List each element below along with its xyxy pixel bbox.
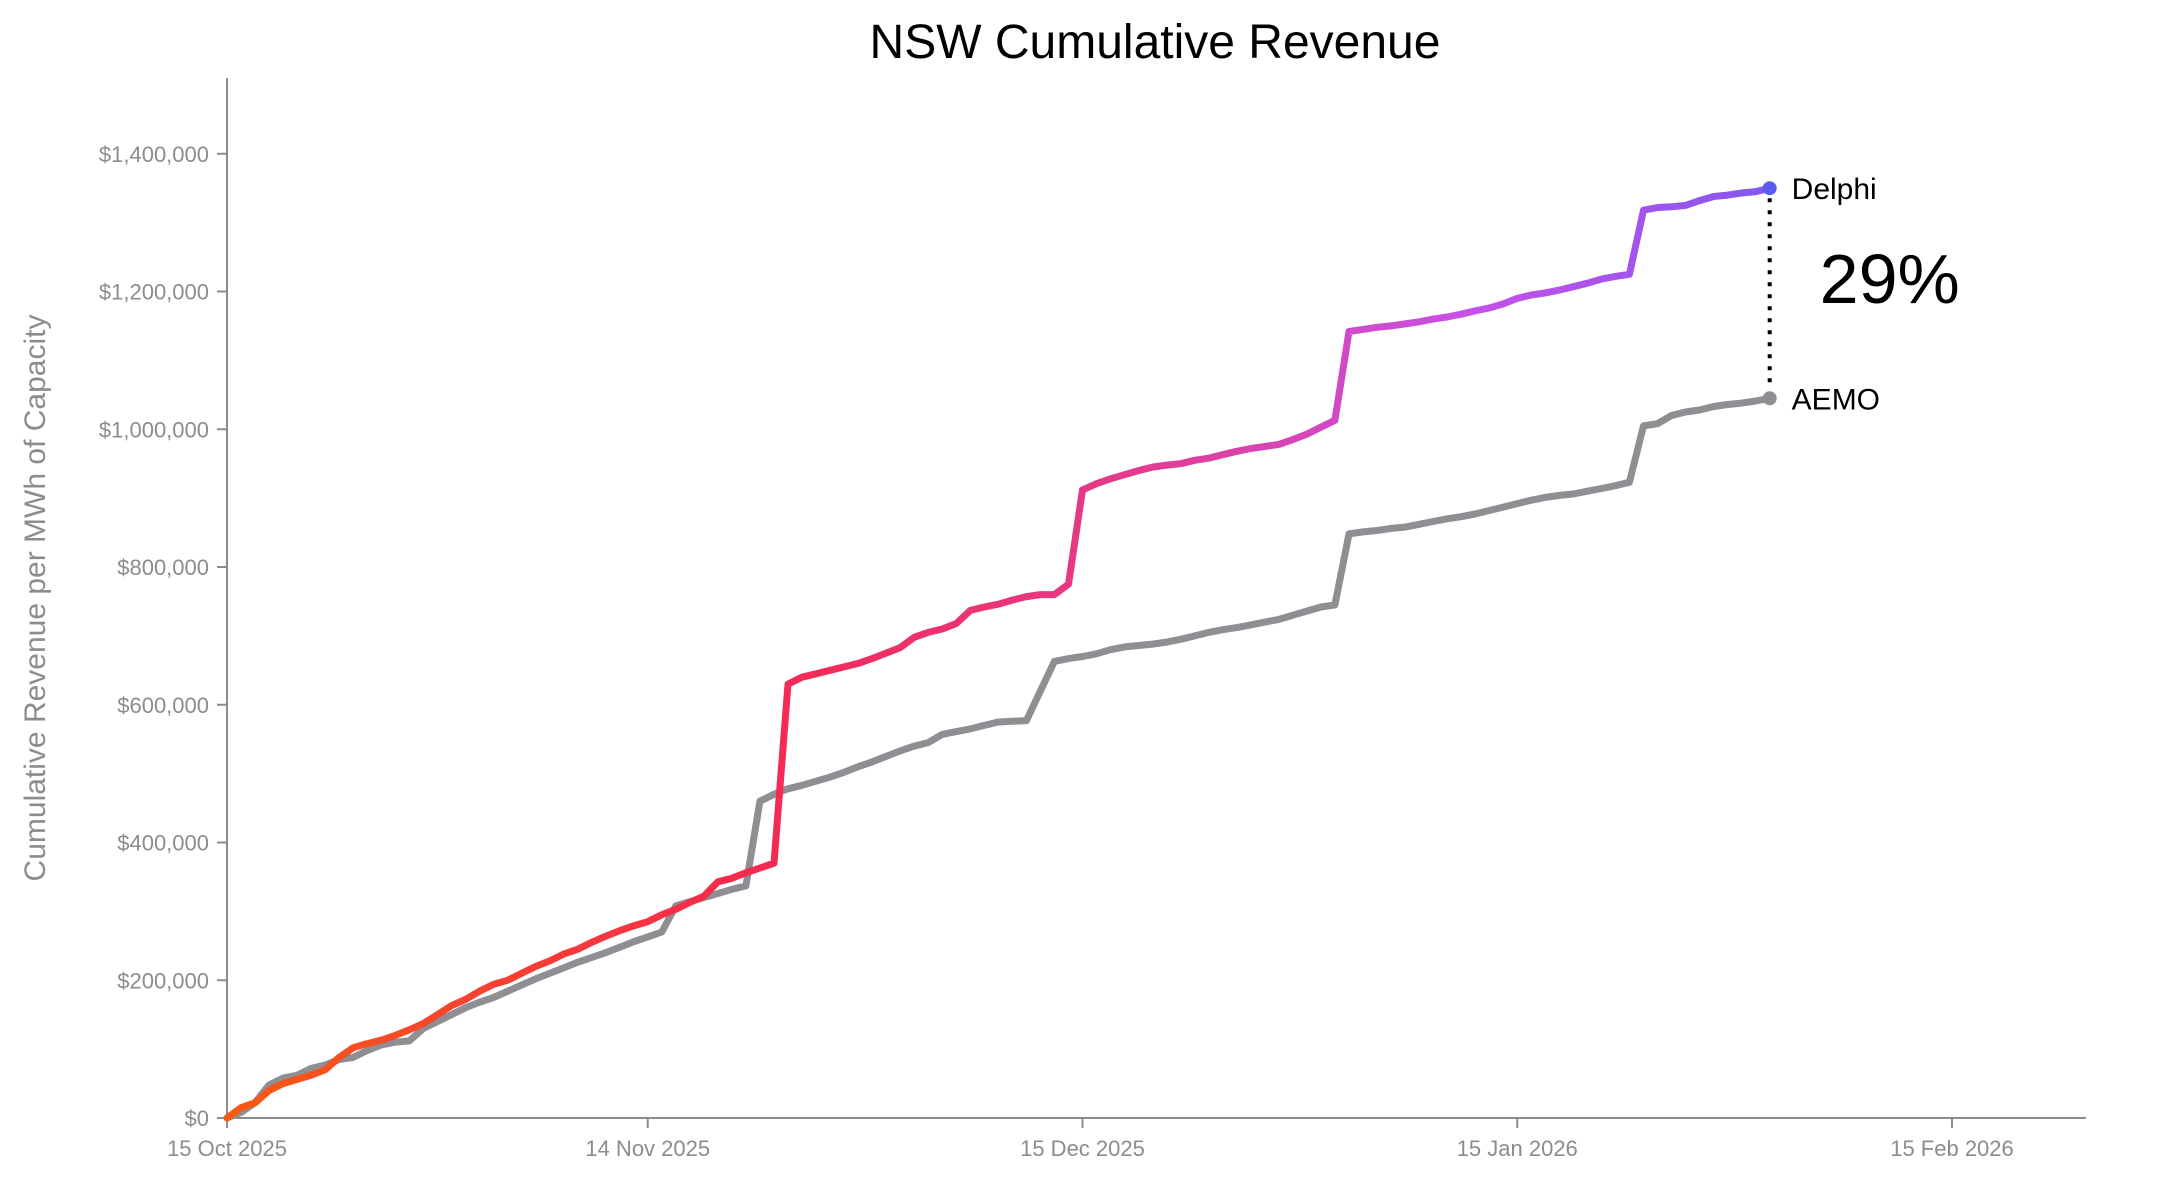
series-label-aemo: AEMO	[1792, 383, 1880, 416]
x-tick-label: 15 Dec 2025	[1020, 1136, 1145, 1161]
y-tick-label: $0	[185, 1106, 209, 1131]
series-line-aemo	[223, 394, 1774, 1122]
x-tick-label: 15 Jan 2026	[1457, 1136, 1578, 1161]
y-tick-label: $1,000,000	[99, 417, 209, 442]
x-tick-label: 15 Oct 2025	[167, 1136, 287, 1161]
chart-title: NSW Cumulative Revenue	[870, 16, 1441, 69]
x-tick-label: 14 Nov 2025	[585, 1136, 710, 1161]
series-end-point-delphi	[1762, 181, 1777, 196]
y-tick-label: $200,000	[117, 968, 209, 993]
series-end-point-aemo	[1762, 391, 1777, 406]
series-line-delphi	[223, 184, 1774, 1122]
y-tick-label: $400,000	[117, 831, 209, 856]
x-axis-ticks: 15 Oct 2025 14 Nov 2025 15 Dec 2025 15 Jan …	[167, 1118, 2014, 1161]
y-axis-ticks: $0 $200,000 $400,000 $600,000 $800,000 $1,000…	[99, 142, 227, 1131]
y-axis-title: Cumulative Revenue per MWh of Capacity	[19, 315, 52, 882]
series-label-delphi: Delphi	[1792, 173, 1877, 206]
x-tick-label: 15 Feb 2026	[1890, 1136, 2014, 1161]
y-tick-label: $1,400,000	[99, 142, 209, 167]
y-tick-label: $800,000	[117, 555, 209, 580]
y-tick-label: $1,200,000	[99, 280, 209, 305]
gap-annotation-label: 29%	[1820, 240, 1960, 318]
y-tick-label: $600,000	[117, 693, 209, 718]
